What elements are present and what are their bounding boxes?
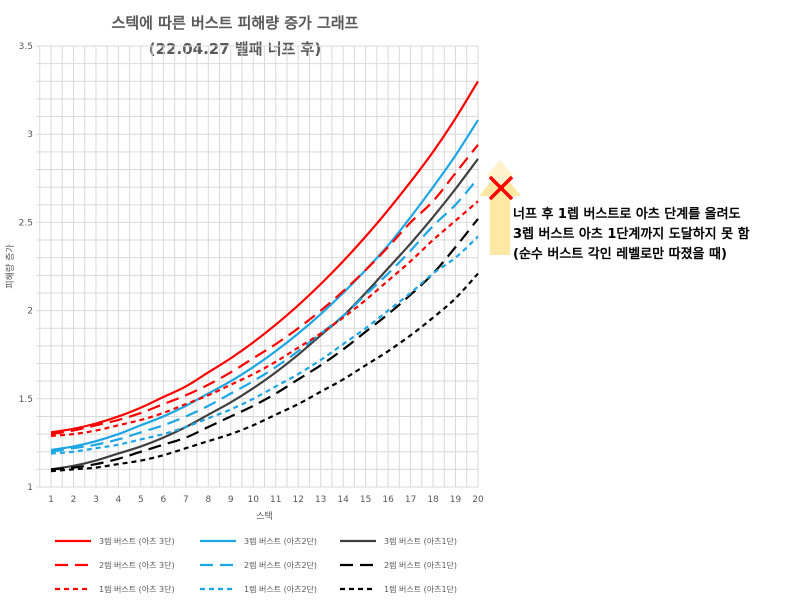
y-tick-label: 2.5 <box>19 218 33 228</box>
legend-item: 2렙 버스트 (아츠1단) <box>340 557 457 573</box>
legend-swatch <box>200 563 236 567</box>
x-axis-title: 스택 <box>256 511 273 522</box>
x-tick-label: 10 <box>248 495 260 505</box>
legend-label: 3렙 버스트 (아츠2단) <box>244 536 318 546</box>
legend-label: 3렙 버스트 (아츠 3단) <box>99 536 175 546</box>
x-tick-label: 8 <box>205 495 211 505</box>
y-tick-label: 1 <box>27 483 33 493</box>
legend-label: 2렙 버스트 (아츠1단) <box>384 560 458 570</box>
chart-title-line-1: 스텍에 따른 버스트 피해량 증가 그래프 <box>111 14 359 32</box>
y-axis-title: 피해량 증가 <box>4 244 16 288</box>
series-line-2 <box>50 119 479 452</box>
series-line-4 <box>50 144 479 436</box>
x-tick-label: 6 <box>161 495 167 505</box>
series-lines <box>50 80 479 473</box>
x-tick-label: 5 <box>138 495 144 505</box>
x-tick-label: 16 <box>382 495 394 505</box>
legend-swatch <box>340 563 376 567</box>
x-tick-label: 1 <box>48 495 54 505</box>
legend-label: 1렙 버스트 (아츠1단) <box>384 584 458 594</box>
x-tick-label: 3 <box>93 495 99 505</box>
x-tick-label: 9 <box>228 495 234 505</box>
x-tick-label: 14 <box>337 495 349 505</box>
x-tick-label: 12 <box>292 495 303 505</box>
x-tick-label: 17 <box>405 495 416 505</box>
series-line-1 <box>50 80 479 434</box>
series-line-9 <box>50 272 479 473</box>
y-tick-label: 3.5 <box>19 42 33 52</box>
legend-swatch <box>55 539 91 543</box>
legend-swatch <box>200 587 236 591</box>
legend-item: 3렙 버스트 (아츠 3단) <box>55 533 175 549</box>
x-tick-label: 19 <box>450 495 462 505</box>
annotation-line-2: 3렙 버스트 아츠 1단계까지 도달하지 못 함 <box>513 227 750 242</box>
annotation-markers <box>479 160 521 255</box>
legend-item: 3렙 버스트 (아츠1단) <box>340 533 457 549</box>
legend-swatch <box>200 539 236 543</box>
axes: 11.522.533.51 2 3 4 5 6 7 8 9 10 11 12 13 14 15 16 17 18 1… <box>4 42 484 522</box>
legend-label: 1렙 버스트 (아츠2단) <box>244 584 318 594</box>
x-tick-label: 13 <box>315 495 326 505</box>
series-line-6 <box>50 218 479 471</box>
x-marker-stroke-2 <box>488 175 514 201</box>
series-line-5 <box>50 177 479 453</box>
legend-item: 3렙 버스트 (아츠2단) <box>200 533 317 549</box>
y-tick-label: 2 <box>27 307 33 317</box>
legend-item: 2렙 버스트 (아츠 3단) <box>55 557 175 573</box>
plot-grid <box>36 45 479 488</box>
annotation-text: 너프 후 1렙 버스트로 아츠 단계를 올려도 3렙 버스트 아츠 1단계까지 … <box>513 205 798 265</box>
legend-swatch <box>340 539 376 543</box>
legend-item: 1렙 버스트 (아츠2단) <box>200 581 317 597</box>
legend-item: 2렙 버스트 (아츠2단) <box>200 557 317 573</box>
x-tick-label: 2 <box>71 495 77 505</box>
legend-swatch <box>55 563 91 567</box>
x-tick-label: 4 <box>116 495 122 505</box>
legend-label: 2렙 버스트 (아츠 3단) <box>99 560 175 570</box>
y-tick-label: 1.5 <box>19 395 33 405</box>
legend-item: 1렙 버스트 (아츠 3단) <box>55 581 175 597</box>
annotation-line-1: 너프 후 1렙 버스트로 아츠 단계를 올려도 <box>513 207 741 222</box>
chart-title-line-2: (22.04.27 밸패 너프 후) <box>148 40 322 58</box>
chart-title: 스텍에 따른 버스트 피해량 증가 그래프 (22.04.27 밸패 너프 후) <box>0 10 470 62</box>
x-tick-label: 18 <box>427 495 439 505</box>
legend-swatch <box>55 587 91 591</box>
x-tick-label: 20 <box>472 495 484 505</box>
series-line-8 <box>50 235 479 455</box>
annotation-line-3: (순수 버스트 각인 레벨로만 따졌을 때) <box>513 247 727 262</box>
series-line-3 <box>50 158 479 471</box>
x-tick-label: 7 <box>183 495 189 505</box>
legend-label: 1렙 버스트 (아츠 3단) <box>99 584 175 594</box>
y-tick-label: 3 <box>27 130 33 140</box>
legend-label: 3렙 버스트 (아츠1단) <box>384 536 458 546</box>
annotation-arrow <box>479 170 521 255</box>
legend-swatch <box>340 587 376 591</box>
legend-item: 1렙 버스트 (아츠1단) <box>340 581 457 597</box>
legend-label: 2렙 버스트 (아츠2단) <box>244 560 318 570</box>
series-line-7 <box>50 200 479 437</box>
x-tick-label: 15 <box>360 495 371 505</box>
x-tick-label: 11 <box>270 495 281 505</box>
